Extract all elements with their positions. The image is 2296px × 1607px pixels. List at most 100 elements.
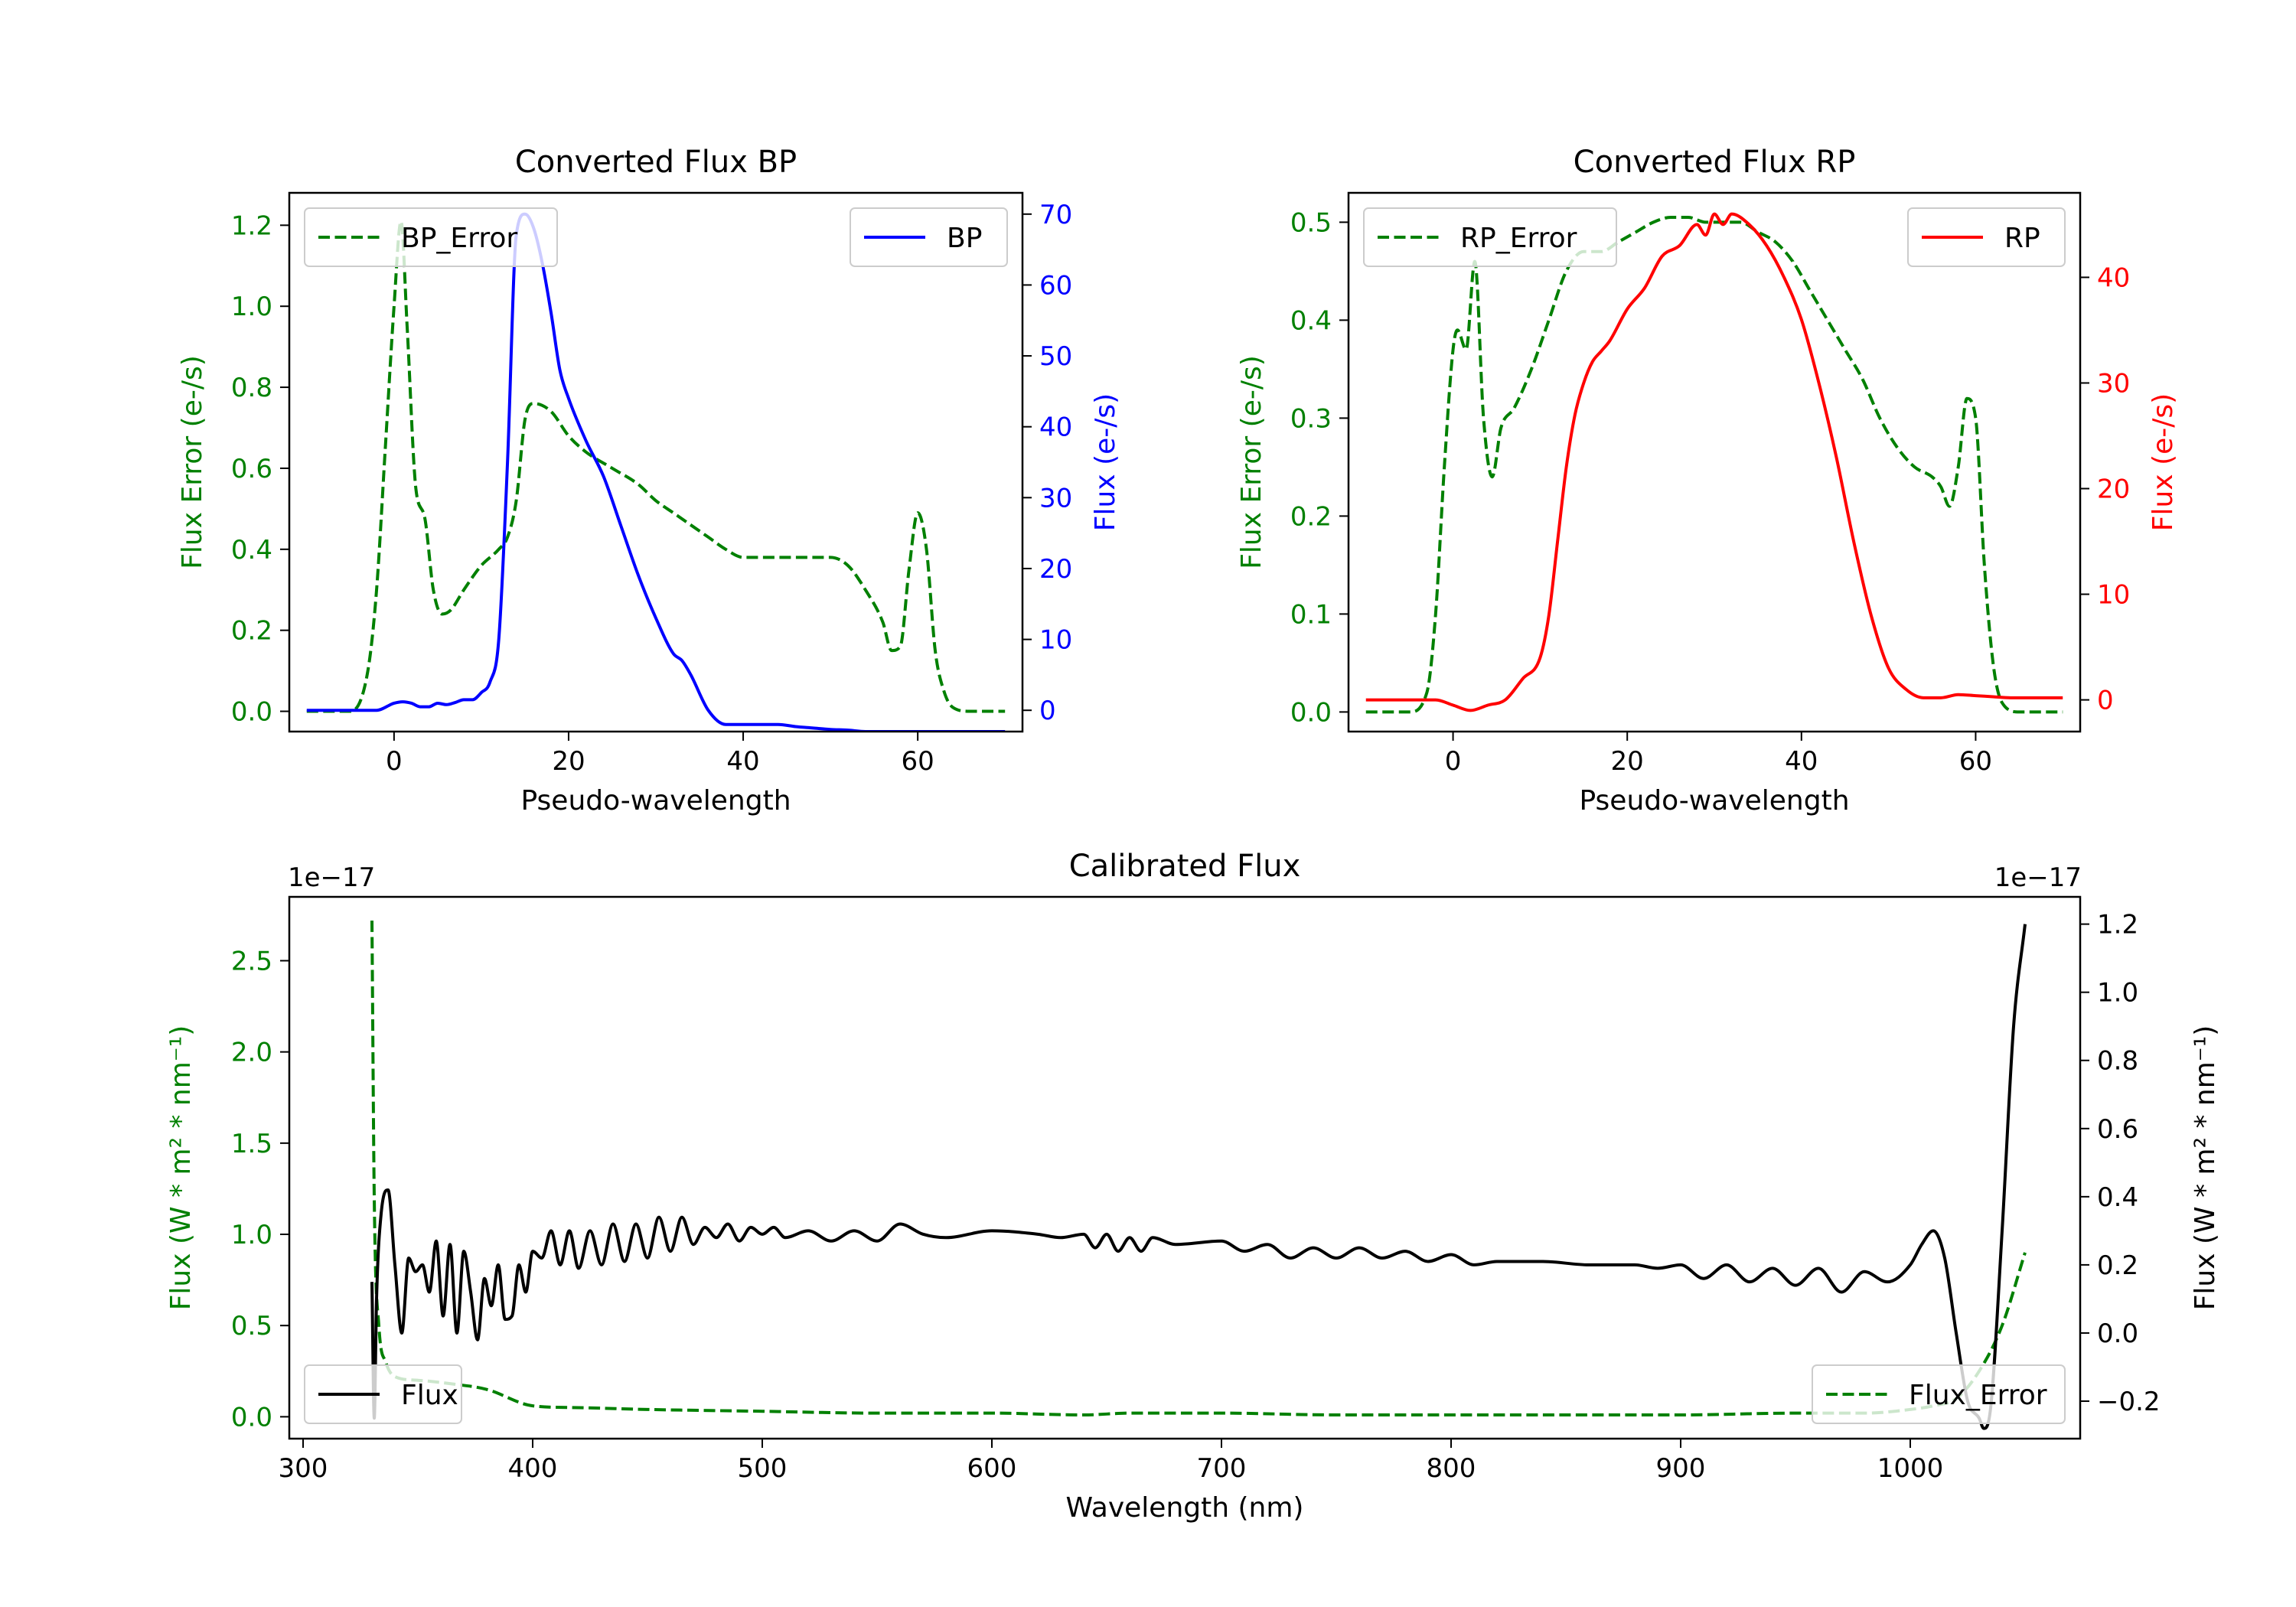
right-y-tick-label: 0: [2097, 686, 2114, 716]
series-line-rp: [1365, 212, 2063, 712]
right-y-tick-label: 30: [2097, 368, 2130, 399]
legend-label: Flux: [401, 1380, 458, 1411]
right-y-tick-label: 0.4: [2097, 1182, 2138, 1213]
left-y-tick-label: 0.3: [1290, 403, 1332, 434]
legend-box: [850, 207, 1008, 267]
left-y-axis-label: Flux Error (e-/s): [1236, 355, 1267, 569]
series-line-rp-error: [1365, 216, 2063, 714]
legend-label: BP: [947, 223, 982, 254]
right-y-tick-label: 0.8: [2097, 1046, 2138, 1077]
right-y-tick-label: 10: [2097, 580, 2130, 611]
right-y-tick-label: 0.2: [2097, 1250, 2138, 1281]
x-tick-label: 400: [508, 1453, 558, 1484]
right-y-tick-label: 40: [1039, 412, 1072, 443]
plot-frame: [288, 895, 2082, 1440]
left-y-tick-label: 1.0: [231, 292, 272, 322]
right-y-tick-label: 70: [1039, 200, 1072, 230]
left-y-tick-label: 0.0: [231, 697, 272, 728]
chart-title: Converted Flux BP: [515, 145, 797, 180]
left-y-tick-label: 1.2: [231, 210, 272, 241]
right-y-axis-label: Flux (e-/s): [2148, 393, 2179, 531]
x-axis-label: Pseudo-wavelength: [520, 785, 791, 817]
legend-upper-left: BP_Error: [304, 207, 558, 267]
left-y-tick-label: 0.5: [231, 1311, 272, 1341]
legend-lower-left: Flux: [304, 1364, 462, 1424]
right-y-offset-text: 1e−17: [1994, 862, 2082, 893]
left-y-tick-label: 1.5: [231, 1129, 272, 1159]
series-line-flux-error: [370, 920, 2027, 1417]
left-y-axis-label: Flux (W * m² * nm⁻¹): [165, 1025, 197, 1311]
right-y-tick-label: 10: [1039, 625, 1072, 656]
left-y-tick-label: 0.5: [1290, 207, 1332, 238]
left-y-tick-label: 1.0: [231, 1220, 272, 1250]
series-line-bp-error: [306, 220, 1006, 713]
x-axis-label: Pseudo-wavelength: [1579, 785, 1849, 817]
left-y-offset-text: 1e−17: [288, 862, 375, 893]
x-tick-label: 300: [279, 1453, 328, 1484]
legend-label: BP_Error: [401, 223, 517, 254]
right-y-tick-label: 50: [1039, 341, 1072, 372]
legend-label: RP_Error: [1460, 223, 1577, 254]
right-y-axis-label: Flux (W * m² * nm⁻¹): [2190, 1025, 2221, 1311]
plot-frame: [288, 191, 1024, 733]
left-y-tick-label: 0.2: [231, 616, 272, 647]
left-y-tick-label: 0.8: [231, 373, 272, 403]
legend-box: [304, 207, 558, 267]
legend-label: Flux_Error: [1909, 1380, 2047, 1411]
chart-title: Converted Flux RP: [1574, 145, 1856, 180]
x-tick-label: 0: [386, 746, 403, 777]
left-y-tick-label: 0.0: [231, 1402, 272, 1433]
left-y-axis-label: Flux Error (e-/s): [177, 355, 208, 569]
right-y-tick-label: 0.6: [2097, 1114, 2138, 1145]
legend-box: [1907, 207, 2066, 267]
chart-rp: Converted Flux RP 0 20 40 60 Pseudo-wavelengt…: [1236, 145, 2179, 817]
x-tick-label: 1000: [1877, 1453, 1944, 1484]
left-y-tick-label: 0.4: [231, 535, 272, 566]
right-y-tick-label: 1.0: [2097, 978, 2138, 1009]
x-axis-label: Wavelength (nm): [1066, 1492, 1304, 1524]
left-y-tick-label: 0.6: [231, 454, 272, 484]
left-y-tick-label: 0.4: [1290, 305, 1332, 336]
right-y-tick-label: 0.0: [2097, 1319, 2138, 1349]
legend-upper-left: RP_Error: [1363, 207, 1617, 267]
right-y-tick-label: 40: [2097, 262, 2130, 293]
left-y-tick-label: 2.0: [231, 1038, 272, 1068]
series-line-bp: [306, 212, 1006, 732]
right-y-axis-label: Flux (e-/s): [1090, 393, 1121, 531]
series-line-flux: [370, 924, 2027, 1430]
plot-frame: [1347, 191, 2082, 733]
x-tick-label: 40: [1785, 746, 1818, 777]
legend-box: [1363, 207, 1617, 267]
right-y-tick-label: −0.2: [2097, 1387, 2161, 1417]
right-y-tick-label: 30: [1039, 483, 1072, 513]
left-y-tick-label: 0.2: [1290, 501, 1332, 532]
right-y-tick-label: 20: [1039, 554, 1072, 585]
x-tick-label: 40: [726, 746, 759, 777]
x-tick-label: 900: [1656, 1453, 1706, 1484]
right-y-tick-label: 0: [1039, 696, 1056, 726]
x-tick-label: 0: [1445, 746, 1462, 777]
chart-bp: Converted Flux BP 0 20 40 60 Pseudo-wavelengt…: [177, 145, 1121, 817]
right-y-tick-label: 20: [2097, 474, 2130, 505]
left-y-tick-label: 0.1: [1290, 599, 1332, 630]
right-y-tick-label: 60: [1039, 270, 1072, 301]
legend-box: [1812, 1364, 2066, 1424]
chart-title: Calibrated Flux: [1069, 849, 1301, 884]
left-y-tick-label: 2.5: [231, 946, 272, 976]
x-tick-label: 60: [1959, 746, 1992, 777]
x-tick-label: 700: [1197, 1453, 1247, 1484]
x-tick-label: 500: [738, 1453, 788, 1484]
x-tick-label: 60: [902, 746, 934, 777]
right-y-tick-label: 1.2: [2097, 910, 2138, 940]
legend-label: RP: [2004, 223, 2040, 254]
legend-lower-right: Flux_Error: [1812, 1364, 2066, 1424]
left-y-tick-label: 0.0: [1290, 697, 1332, 728]
legend-box: [304, 1364, 462, 1424]
legend-upper-right: BP: [850, 207, 1008, 267]
x-tick-label: 20: [1611, 746, 1644, 777]
x-tick-label: 20: [552, 746, 585, 777]
chart-cal: Calibrated Flux 300 400 500 600 700 800 900 1000…: [165, 849, 2221, 1524]
legend-upper-right: RP: [1907, 207, 2066, 267]
x-tick-label: 600: [967, 1453, 1017, 1484]
